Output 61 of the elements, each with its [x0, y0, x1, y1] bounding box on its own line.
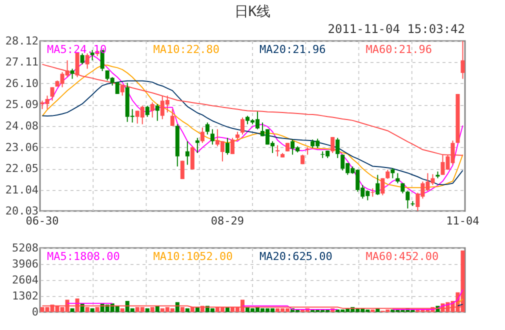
candlestick [460, 40, 465, 80]
candlestick [150, 102, 154, 118]
candlestick [120, 85, 124, 96]
candlestick [330, 136, 335, 154]
text: MA10:1052.00 [153, 250, 233, 263]
y-tick-label: 22.05 [5, 162, 38, 176]
y-tick-label: 24.08 [5, 119, 38, 132]
y-tick-label: 27.11 [5, 56, 38, 69]
bar [90, 308, 94, 312]
candlestick [230, 137, 234, 155]
y-tick-label: 0 [32, 306, 38, 318]
candlestick [390, 168, 395, 179]
candlestick [205, 122, 210, 136]
candlestick [170, 108, 174, 126]
candlestick [336, 137, 340, 159]
bar [120, 308, 124, 312]
y-tick-label: 3906 [12, 258, 38, 270]
candlestick [210, 128, 214, 146]
candlestick [386, 169, 390, 180]
text: MA20:625.00 [260, 250, 332, 263]
text: MA10:22.80 [153, 43, 220, 56]
candlestick [185, 140, 190, 166]
chart-title: 日K线 [234, 4, 271, 20]
text: 2011-11-04 15:03:42 [328, 22, 465, 36]
y-tick-label: 26.10 [5, 76, 38, 90]
bar [185, 308, 190, 312]
candlestick [50, 86, 54, 102]
x-tick-label: 06-30 [26, 214, 59, 228]
candlestick [225, 137, 230, 156]
bar [145, 308, 150, 312]
candlestick [155, 104, 160, 122]
x-tick-label: 08-29 [210, 214, 244, 228]
bar [155, 306, 160, 312]
candlestick [195, 137, 200, 154]
series-label: MA5:24.10 [47, 43, 107, 56]
x-tick-label: 11-04 [446, 214, 480, 228]
text: MA60:21.96 [366, 43, 432, 56]
candlestick [376, 174, 380, 196]
y-tick-label: 23.06 [5, 140, 38, 154]
y-tick-label: 25.09 [5, 98, 38, 112]
text: MA20:21.96 [260, 43, 326, 56]
candlestick [200, 127, 204, 144]
candlestick [276, 144, 280, 157]
bar [70, 308, 74, 312]
candlestick [85, 52, 90, 70]
y-tick-label: 21.04 [5, 183, 39, 196]
text: MA5:1808.00 [47, 250, 120, 263]
candlestick [240, 116, 244, 136]
y-tick-label: 28.12 [5, 34, 38, 48]
y-tick-label: 1302 [12, 290, 38, 302]
candlestick [70, 68, 74, 80]
candlestick [406, 190, 410, 209]
y-tick-label: 2604 [12, 274, 39, 286]
candlestick [145, 105, 150, 118]
y-tick-label: 20.03 [5, 204, 38, 218]
text: MA60:452.00 [366, 250, 439, 263]
candlestick [380, 178, 385, 196]
candlestick [80, 52, 84, 65]
candlestick [396, 172, 400, 184]
y-tick-label: 5208 [12, 242, 38, 254]
candlestick [190, 146, 194, 170]
